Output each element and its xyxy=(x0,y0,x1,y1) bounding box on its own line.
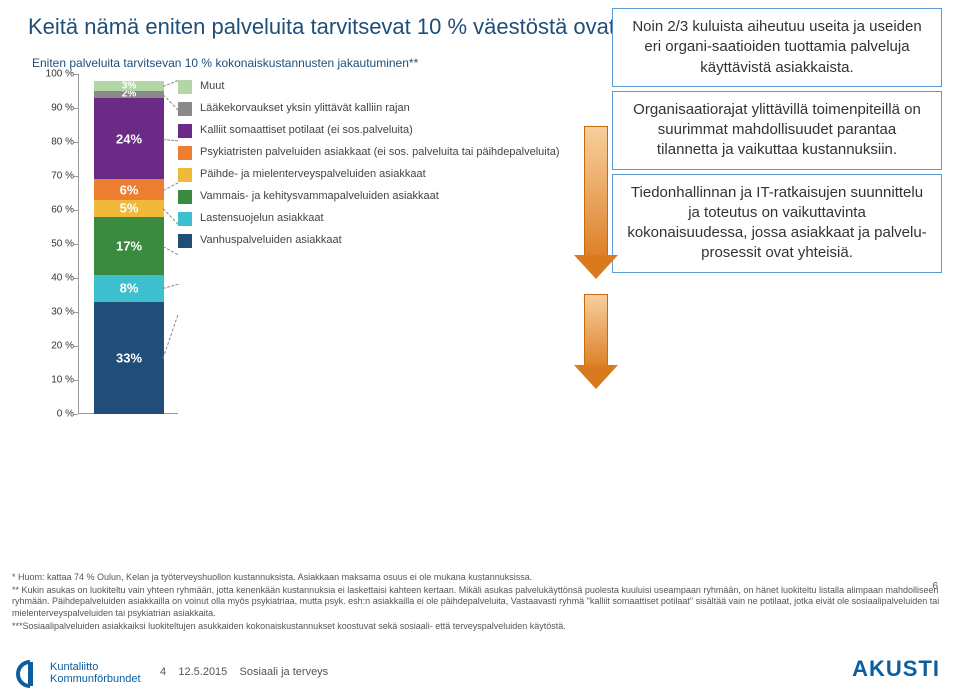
y-tick-label: 50 % xyxy=(51,239,74,250)
y-tick-label: 80 % xyxy=(51,137,74,148)
y-tick-label: 90 % xyxy=(51,103,74,114)
bar-segment-label: 17% xyxy=(116,238,142,253)
y-tick-label: 40 % xyxy=(51,273,74,284)
legend-swatch xyxy=(178,102,192,116)
org-name: Kuntaliitto Kommunförbundet xyxy=(50,662,141,685)
footer-meta: 4 12.5.2015 Sosiaali ja terveys xyxy=(160,666,328,678)
bar-segment-label: 8% xyxy=(120,281,139,296)
legend-item: Päihde- ja mielenterveyspalveluiden asia… xyxy=(178,168,578,182)
callout-2: Organisaatiorajat ylittävillä toimenpite… xyxy=(612,91,942,170)
y-axis-ticks: 0 %10 %20 %30 %40 %50 %60 %70 %80 %90 %1… xyxy=(30,74,78,414)
legend-item: Vanhuspalveluiden asiakkaat xyxy=(178,234,578,248)
page-title: Keitä nämä eniten palveluita tarvitsevat… xyxy=(28,14,615,40)
legend-item: Lastensuojelun asiakkaat xyxy=(178,212,578,226)
legend-label: Psykiatristen palveluiden asiakkaat (ei … xyxy=(200,146,560,159)
footnote-3: ***Sosiaalipalveluiden asiakkaiksi luoki… xyxy=(12,621,942,632)
chart-plot-area: 33%8%17%5%6%24%2%3% xyxy=(78,74,178,414)
bar-segment-label: 5% xyxy=(120,201,139,216)
legend-label: Lastensuojelun asiakkaat xyxy=(200,212,324,225)
bar-segment-label: 6% xyxy=(120,182,139,197)
bar-segment-label: 24% xyxy=(116,131,142,146)
legend-label: Päihde- ja mielenterveyspalveluiden asia… xyxy=(200,168,426,181)
arrow-1-head xyxy=(574,255,618,279)
footnote-1: * Huom: kattaa 74 % Oulun, Kelan ja työt… xyxy=(12,572,942,583)
arrow-2-head xyxy=(574,365,618,389)
footer-date: 12.5.2015 xyxy=(178,666,227,678)
footnote-2: ** Kukin asukas on luokiteltu vain yhtee… xyxy=(12,585,942,619)
y-tick-label: 20 % xyxy=(51,341,74,352)
legend-label: Vammais- ja kehitysvammapalveluiden asia… xyxy=(200,190,439,203)
legend-swatch xyxy=(178,212,192,226)
callout-3: Tiedonhallinnan ja IT-ratkaisujen suunni… xyxy=(612,174,942,273)
y-tick-label: 0 % xyxy=(57,409,74,420)
legend-swatch xyxy=(178,80,192,94)
footer-page: 4 xyxy=(160,666,166,678)
legend-label: Kalliit somaattiset potilaat (ei sos.pal… xyxy=(200,124,413,137)
chart-subtitle: Eniten palveluita tarvitsevan 10 % kokon… xyxy=(32,56,418,70)
legend-item: Psykiatristen palveluiden asiakkaat (ei … xyxy=(178,146,578,160)
y-tick-label: 100 % xyxy=(46,69,74,80)
kuntaliitto-icon xyxy=(16,660,44,688)
chart-legend: Muut Lääkekorvaukset yksin ylittävät kall… xyxy=(178,72,578,256)
legend-label: Vanhuspalveluiden asiakkaat xyxy=(200,234,342,247)
footer-section: Sosiaali ja terveys xyxy=(240,666,329,678)
legend-swatch xyxy=(178,190,192,204)
legend-label: Muut xyxy=(200,80,224,93)
footnotes: * Huom: kattaa 74 % Oulun, Kelan ja työt… xyxy=(12,570,942,634)
callouts: Noin 2/3 kuluista aiheutuu useita ja use… xyxy=(612,8,942,277)
bar-segment-label: 3% xyxy=(122,80,136,91)
y-tick-label: 10 % xyxy=(51,375,74,386)
akusti-logo: AKUSTI xyxy=(852,656,940,682)
legend-swatch xyxy=(178,124,192,138)
footer: Kuntaliitto Kommunförbundet 4 12.5.2015 … xyxy=(0,644,960,692)
legend-label: Lääkekorvaukset yksin ylittävät kalliin … xyxy=(200,102,410,115)
legend-swatch xyxy=(178,234,192,248)
org-logo: Kuntaliitto Kommunförbundet xyxy=(16,660,141,688)
legend-item: Muut xyxy=(178,80,578,94)
legend-item: Lääkekorvaukset yksin ylittävät kalliin … xyxy=(178,102,578,116)
arrow-2-stem xyxy=(584,294,608,366)
legend-swatch xyxy=(178,168,192,182)
legend-item: Kalliit somaattiset potilaat (ei sos.pal… xyxy=(178,124,578,138)
bar-segment-label: 33% xyxy=(116,350,142,365)
y-tick-label: 70 % xyxy=(51,171,74,182)
y-tick-label: 60 % xyxy=(51,205,74,216)
legend-item: Vammais- ja kehitysvammapalveluiden asia… xyxy=(178,190,578,204)
legend-swatch xyxy=(178,146,192,160)
arrow-1-stem xyxy=(584,126,608,256)
callout-1: Noin 2/3 kuluista aiheutuu useita ja use… xyxy=(612,8,942,87)
y-tick-label: 30 % xyxy=(51,307,74,318)
